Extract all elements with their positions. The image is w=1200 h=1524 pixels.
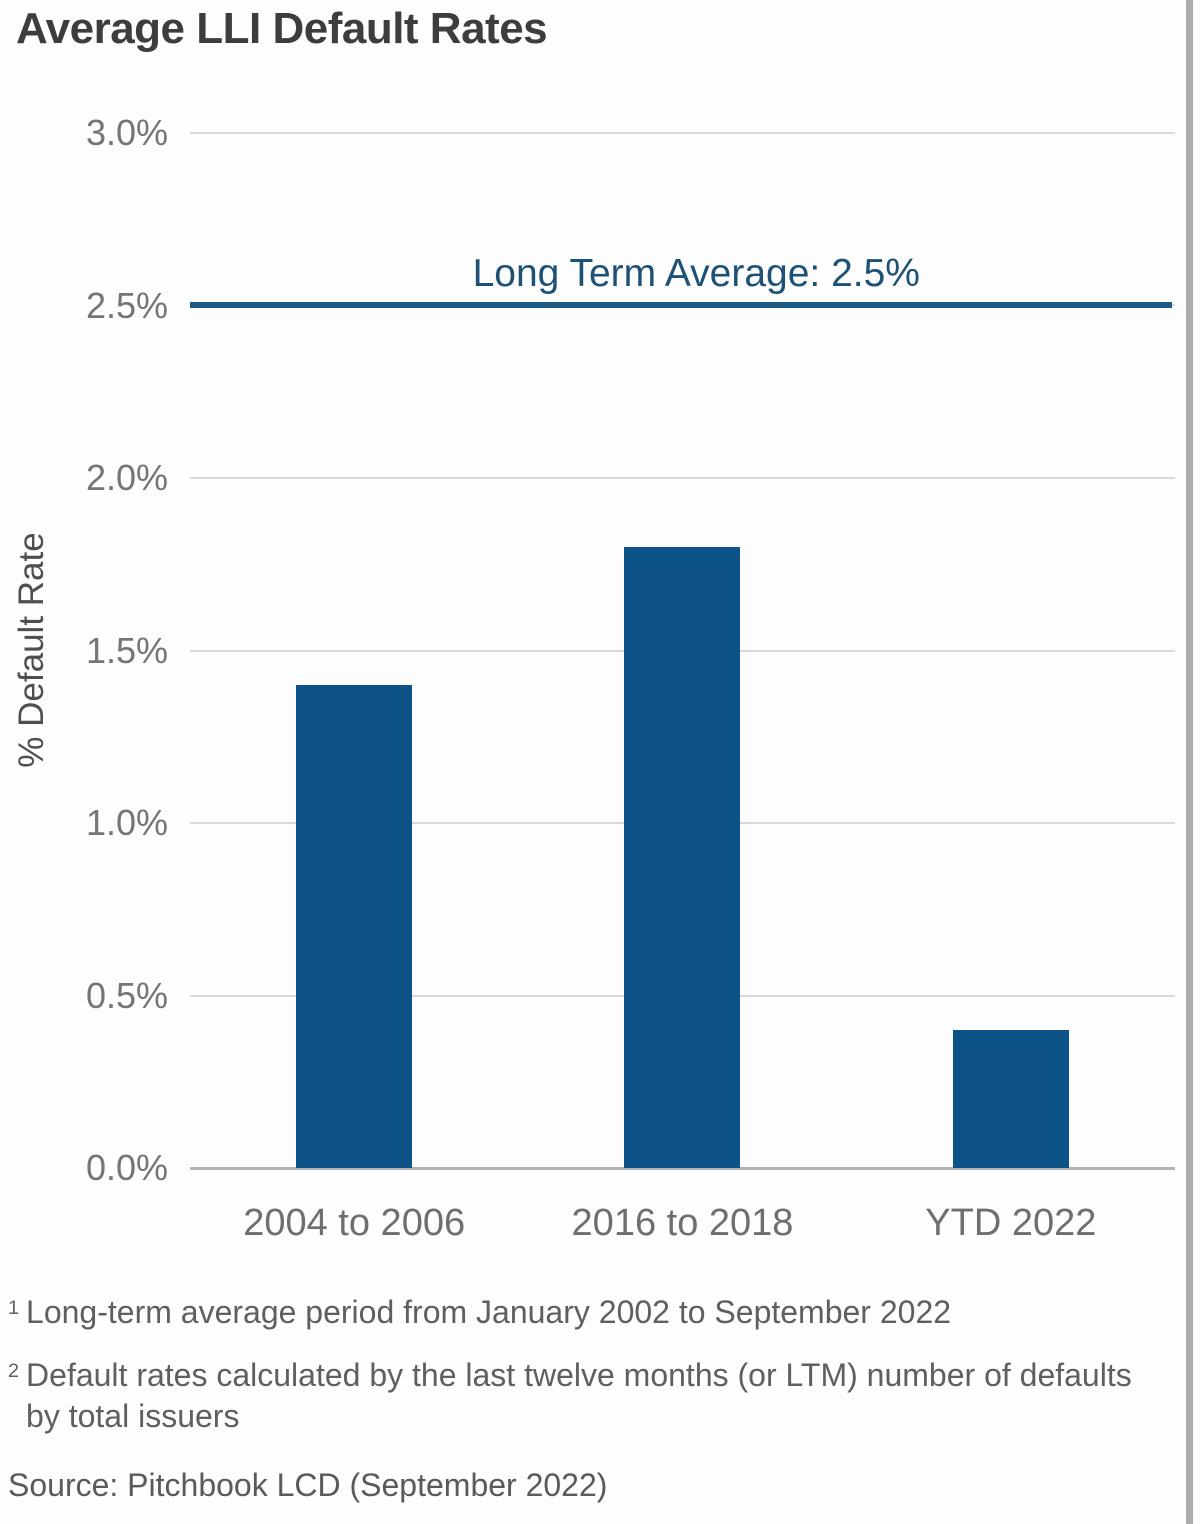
bar-2016-to-2018	[624, 547, 741, 1168]
reference-line	[190, 302, 1173, 309]
footnote-2-marker: 2	[8, 1359, 20, 1382]
y-axis: 0.0% 0.5% 1.0% 1.5% 2.0% 2.5% 3.0%	[0, 112, 168, 1188]
footnote-2: 2 Default rates calculated by the last t…	[8, 1355, 1168, 1437]
reference-line-label: Long Term Average: 2.5%	[472, 252, 920, 296]
footnote-1-marker: 1	[8, 1296, 20, 1319]
gridline	[190, 132, 1175, 134]
bar-slot	[190, 133, 518, 1168]
bar-slot	[518, 133, 846, 1168]
gridline	[190, 476, 1175, 479]
bar-2004-to-2006	[296, 685, 413, 1168]
footnote-2-text: Default rates calculated by the last twe…	[26, 1356, 1132, 1434]
chart-title: Average LLI Default Rates	[16, 4, 548, 53]
bars-row	[190, 133, 1175, 1168]
y-tick-label: 3.0%	[85, 112, 168, 153]
footnote-1-text: Long-term average period from January 20…	[26, 1294, 952, 1330]
bar-slot	[847, 133, 1175, 1168]
x-tick-label: YTD 2022	[925, 1202, 1097, 1244]
y-tick-label: 2.5%	[85, 284, 168, 326]
bar-ytd-2022	[952, 1030, 1069, 1168]
x-tick-label: 2004 to 2006	[243, 1202, 466, 1244]
source-note: Source: Pitchbook LCD (September 2022)	[8, 1466, 608, 1503]
x-tick-label: 2016 to 2018	[571, 1202, 794, 1244]
plot-area: Long Term Average: 2.5%	[190, 132, 1175, 1170]
y-tick-label: 0.5%	[85, 974, 168, 1016]
footnotes-section: 1 Long-term average period from January …	[8, 1292, 1168, 1505]
footnote-1: 1 Long-term average period from January …	[8, 1292, 1168, 1333]
y-tick-label: 0.0%	[85, 1147, 168, 1188]
y-tick-label: 2.0%	[85, 457, 168, 498]
y-tick-label: 1.0%	[85, 802, 168, 843]
y-tick-label: 1.5%	[85, 629, 168, 671]
x-axis: 2004 to 2006 2016 to 2018 YTD 2022	[190, 1202, 1175, 1245]
scrollbar[interactable]	[1186, 0, 1193, 1524]
gridline	[190, 1167, 1175, 1170]
